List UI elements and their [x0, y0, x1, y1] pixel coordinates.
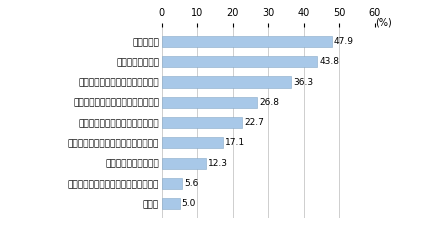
- Text: 26.8: 26.8: [259, 98, 279, 107]
- Bar: [162, 198, 180, 209]
- Bar: [162, 36, 332, 47]
- Bar: [162, 97, 257, 108]
- Text: 47.9: 47.9: [334, 37, 354, 46]
- Text: 17.1: 17.1: [225, 138, 245, 147]
- Bar: [162, 76, 291, 88]
- Bar: [162, 117, 242, 128]
- Text: 5.0: 5.0: [182, 199, 196, 208]
- Text: 22.7: 22.7: [245, 118, 265, 127]
- Text: 5.6: 5.6: [184, 179, 198, 188]
- Text: (%): (%): [375, 17, 391, 27]
- Bar: [162, 56, 317, 67]
- Text: 12.3: 12.3: [208, 159, 227, 168]
- Bar: [162, 158, 205, 169]
- Bar: [162, 178, 182, 189]
- Text: 43.8: 43.8: [320, 57, 340, 66]
- Text: 36.3: 36.3: [293, 78, 313, 86]
- Bar: [162, 137, 223, 148]
